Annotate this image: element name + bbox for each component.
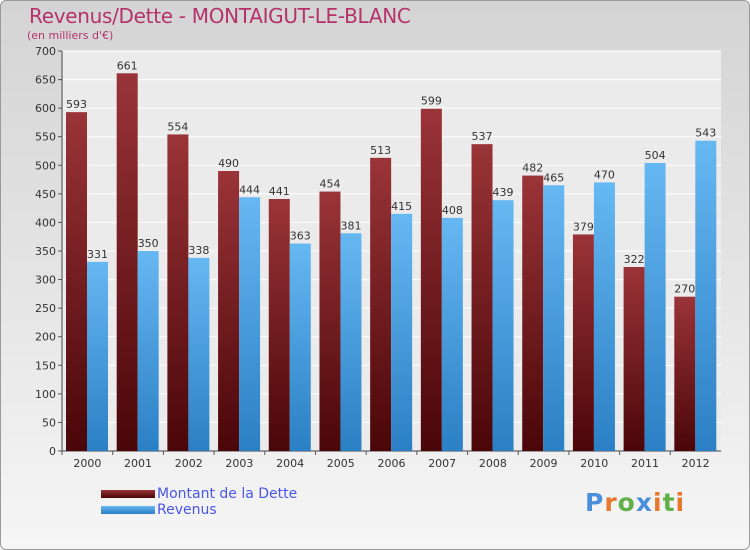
bar-revenus <box>644 163 666 451</box>
logo-letter: t <box>662 488 676 517</box>
y-tick-label: 150 <box>35 359 56 372</box>
bar-debt <box>268 199 290 451</box>
data-label-revenus: 415 <box>391 200 412 213</box>
logo-letter: P <box>585 488 605 517</box>
bar-debt <box>471 144 493 451</box>
legend-item-debt: Montant de la Dette <box>101 487 297 501</box>
bar-revenus <box>441 217 463 451</box>
y-tick-label: 100 <box>35 388 56 401</box>
data-label-debt: 513 <box>370 144 391 157</box>
bar-revenus <box>695 140 717 451</box>
x-tick-label: 2010 <box>580 457 608 470</box>
bar-revenus <box>391 213 413 451</box>
data-label-revenus: 408 <box>442 204 463 217</box>
data-label-debt: 537 <box>472 130 493 143</box>
bar-revenus <box>543 185 565 452</box>
logo-letter: i <box>653 488 663 517</box>
data-label-revenus: 331 <box>87 248 108 261</box>
y-tick-label: 200 <box>35 331 56 344</box>
bar-revenus <box>188 257 210 451</box>
bar-revenus <box>340 233 362 451</box>
y-tick-label: 650 <box>35 74 56 87</box>
data-label-revenus: 470 <box>594 168 615 181</box>
logo-letter: i <box>675 488 686 517</box>
y-tick-label: 400 <box>35 216 56 229</box>
data-label-revenus: 543 <box>695 127 716 140</box>
bar-revenus <box>87 261 108 451</box>
data-label-debt: 441 <box>269 185 290 198</box>
data-label-revenus: 504 <box>645 149 666 162</box>
x-tick-label: 2006 <box>378 457 406 470</box>
data-label-revenus: 363 <box>290 230 311 243</box>
data-label-debt: 454 <box>319 178 340 191</box>
x-tick-label: 2003 <box>225 457 253 470</box>
x-tick-label: 2007 <box>428 457 456 470</box>
legend: Montant de la Dette Revenus <box>101 487 297 519</box>
bar-debt <box>572 234 594 451</box>
x-tick-label: 2000 <box>73 457 101 470</box>
x-tick-label: 2005 <box>327 457 355 470</box>
data-label-debt: 482 <box>522 162 543 175</box>
y-tick-label: 300 <box>35 274 56 287</box>
legend-label-revenus: Revenus <box>157 502 217 518</box>
logo-letter: o <box>617 488 636 517</box>
data-label-debt: 490 <box>218 157 239 170</box>
bar-debt <box>370 157 392 451</box>
x-tick-label: 2009 <box>530 457 558 470</box>
x-tick-label: 2008 <box>479 457 507 470</box>
legend-label-debt: Montant de la Dette <box>157 486 298 502</box>
data-label-debt: 379 <box>573 220 594 233</box>
data-label-debt: 599 <box>421 95 442 108</box>
x-tick-label: 2002 <box>175 457 203 470</box>
data-label-revenus: 444 <box>239 183 260 196</box>
chart-title: Revenus/Dette - MONTAIGUT-LE-BLANC <box>29 4 411 28</box>
bar-debt <box>218 171 240 451</box>
y-tick-label: 350 <box>35 245 56 258</box>
bar-debt <box>522 175 544 452</box>
data-label-debt: 593 <box>66 98 87 111</box>
bar-debt <box>319 191 341 452</box>
data-label-revenus: 465 <box>543 171 564 184</box>
x-tick-label: 2001 <box>124 457 152 470</box>
y-tick-label: 50 <box>42 416 56 429</box>
bar-debt <box>623 267 645 451</box>
bar-revenus <box>239 197 261 451</box>
bar-revenus <box>137 251 159 451</box>
chart-subtitle: (en milliers d'€) <box>27 29 114 42</box>
data-label-revenus: 350 <box>138 237 159 250</box>
bar-debt <box>66 112 87 452</box>
y-tick-label: 250 <box>35 302 56 315</box>
y-tick-label: 0 <box>49 445 56 458</box>
legend-item-revenus: Revenus <box>101 503 297 517</box>
data-label-revenus: 439 <box>493 186 514 199</box>
data-label-revenus: 338 <box>188 244 209 257</box>
proxiti-logo: Proxiti <box>585 488 685 517</box>
y-tick-label: 550 <box>35 131 56 144</box>
data-label-debt: 661 <box>117 59 138 72</box>
bar-revenus <box>289 243 311 451</box>
data-label-debt: 554 <box>167 120 188 133</box>
y-tick-label: 500 <box>35 159 56 172</box>
data-label-debt: 322 <box>624 253 645 266</box>
bar-revenus <box>593 182 615 451</box>
legend-swatch-revenus <box>101 506 155 514</box>
x-tick-label: 2004 <box>276 457 304 470</box>
x-tick-label: 2012 <box>682 457 710 470</box>
data-label-debt: 270 <box>674 283 695 296</box>
bar-debt <box>420 108 442 451</box>
bar-debt <box>674 296 696 451</box>
data-label-revenus: 381 <box>340 219 361 232</box>
y-tick-label: 450 <box>35 188 56 201</box>
bar-debt <box>116 73 138 452</box>
x-tick-label: 2011 <box>631 457 659 470</box>
bar-debt <box>167 134 189 451</box>
legend-swatch-debt <box>101 490 155 498</box>
y-tick-label: 600 <box>35 102 56 115</box>
y-tick-label: 700 <box>35 45 56 58</box>
bar-revenus <box>492 200 514 451</box>
logo-letter: r <box>604 488 618 517</box>
logo-letter: x <box>635 488 653 517</box>
